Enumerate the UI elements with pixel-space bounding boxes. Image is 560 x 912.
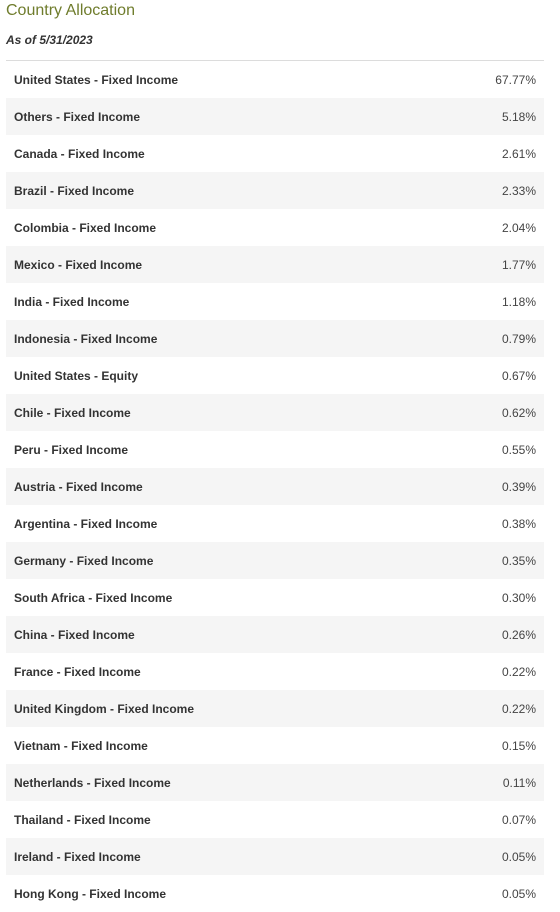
country-name: United States - Fixed Income (14, 72, 179, 87)
country-name: Austria - Fixed Income (14, 479, 143, 494)
allocation-percent: 0.05% (501, 849, 536, 864)
table-row: Argentina - Fixed Income 0.38% (6, 505, 544, 542)
table-row: Hong Kong - Fixed Income 0.05% (6, 875, 544, 912)
country-name: Germany - Fixed Income (14, 553, 154, 568)
allocation-percent: 0.15% (501, 738, 536, 753)
table-row: Germany - Fixed Income 0.35% (6, 542, 544, 579)
country-name: Chile - Fixed Income (14, 405, 131, 420)
allocation-percent: 0.07% (501, 812, 536, 827)
allocation-percent: 0.38% (501, 516, 536, 531)
allocation-percent: 2.04% (501, 220, 536, 235)
table-row: Austria - Fixed Income 0.39% (6, 468, 544, 505)
table-row: Netherlands - Fixed Income 0.11% (6, 764, 544, 801)
allocation-percent: 0.39% (501, 479, 536, 494)
country-name: India - Fixed Income (14, 294, 130, 309)
allocation-percent: 1.18% (501, 294, 536, 309)
country-name: Ireland - Fixed Income (14, 849, 141, 864)
allocation-percent: 0.22% (501, 701, 536, 716)
allocation-percent: 1.77% (501, 257, 536, 272)
allocation-percent: 0.26% (501, 627, 536, 642)
allocation-percent: 0.22% (501, 664, 536, 679)
table-row: France - Fixed Income 0.22% (6, 653, 544, 690)
allocation-percent: 0.55% (501, 442, 536, 457)
country-name: Hong Kong - Fixed Income (14, 886, 166, 901)
country-name: Brazil - Fixed Income (14, 183, 135, 198)
country-name: South Africa - Fixed Income (14, 590, 173, 605)
table-row: India - Fixed Income 1.18% (6, 283, 544, 320)
allocation-percent: 0.30% (501, 590, 536, 605)
as-of-date: As of 5/31/2023 (6, 33, 93, 47)
country-name: United Kingdom - Fixed Income (14, 701, 195, 716)
country-name: Canada - Fixed Income (14, 146, 145, 161)
table-row: Canada - Fixed Income 2.61% (6, 135, 544, 172)
country-name: France - Fixed Income (14, 664, 141, 679)
table-row: Colombia - Fixed Income 2.04% (6, 209, 544, 246)
table-row: United States - Equity 0.67% (6, 357, 544, 394)
country-name: Colombia - Fixed Income (14, 220, 157, 235)
table-row: United Kingdom - Fixed Income 0.22% (6, 690, 544, 727)
allocation-table: United States - Fixed Income 67.77% Other… (6, 60, 544, 912)
table-row: Vietnam - Fixed Income 0.15% (6, 727, 544, 764)
allocation-percent: 0.79% (501, 331, 536, 346)
table-row: Chile - Fixed Income 0.62% (6, 394, 544, 431)
country-name: China - Fixed Income (14, 627, 135, 642)
allocation-percent: 2.61% (501, 146, 536, 161)
table-row: Indonesia - Fixed Income 0.79% (6, 320, 544, 357)
table-row: Peru - Fixed Income 0.55% (6, 431, 544, 468)
country-name: Netherlands - Fixed Income (14, 775, 171, 790)
table-row: Brazil - Fixed Income 2.33% (6, 172, 544, 209)
table-row: Mexico - Fixed Income 1.77% (6, 246, 544, 283)
country-name: United States - Equity (14, 368, 139, 383)
table-row: South Africa - Fixed Income 0.30% (6, 579, 544, 616)
allocation-percent: 2.33% (501, 183, 536, 198)
table-row: Others - Fixed Income 5.18% (6, 98, 544, 135)
allocation-percent: 0.62% (501, 405, 536, 420)
country-name: Indonesia - Fixed Income (14, 331, 158, 346)
country-name: Thailand - Fixed Income (14, 812, 151, 827)
table-row: United States - Fixed Income 67.77% (6, 61, 544, 98)
country-name: Others - Fixed Income (14, 109, 141, 124)
widget-title: Country Allocation (6, 2, 135, 19)
allocation-percent: 0.11% (502, 775, 536, 790)
country-name: Argentina - Fixed Income (14, 516, 158, 531)
allocation-percent: 5.18% (501, 109, 536, 124)
country-name: Peru - Fixed Income (14, 442, 129, 457)
allocation-percent: 0.05% (501, 886, 536, 901)
country-name: Vietnam - Fixed Income (14, 738, 148, 753)
allocation-percent: 0.67% (501, 368, 536, 383)
table-row: Ireland - Fixed Income 0.05% (6, 838, 544, 875)
allocation-percent: 67.77% (495, 72, 536, 87)
country-name: Mexico - Fixed Income (14, 257, 143, 272)
table-row: China - Fixed Income 0.26% (6, 616, 544, 653)
table-row: Thailand - Fixed Income 0.07% (6, 801, 544, 838)
allocation-percent: 0.35% (501, 553, 536, 568)
